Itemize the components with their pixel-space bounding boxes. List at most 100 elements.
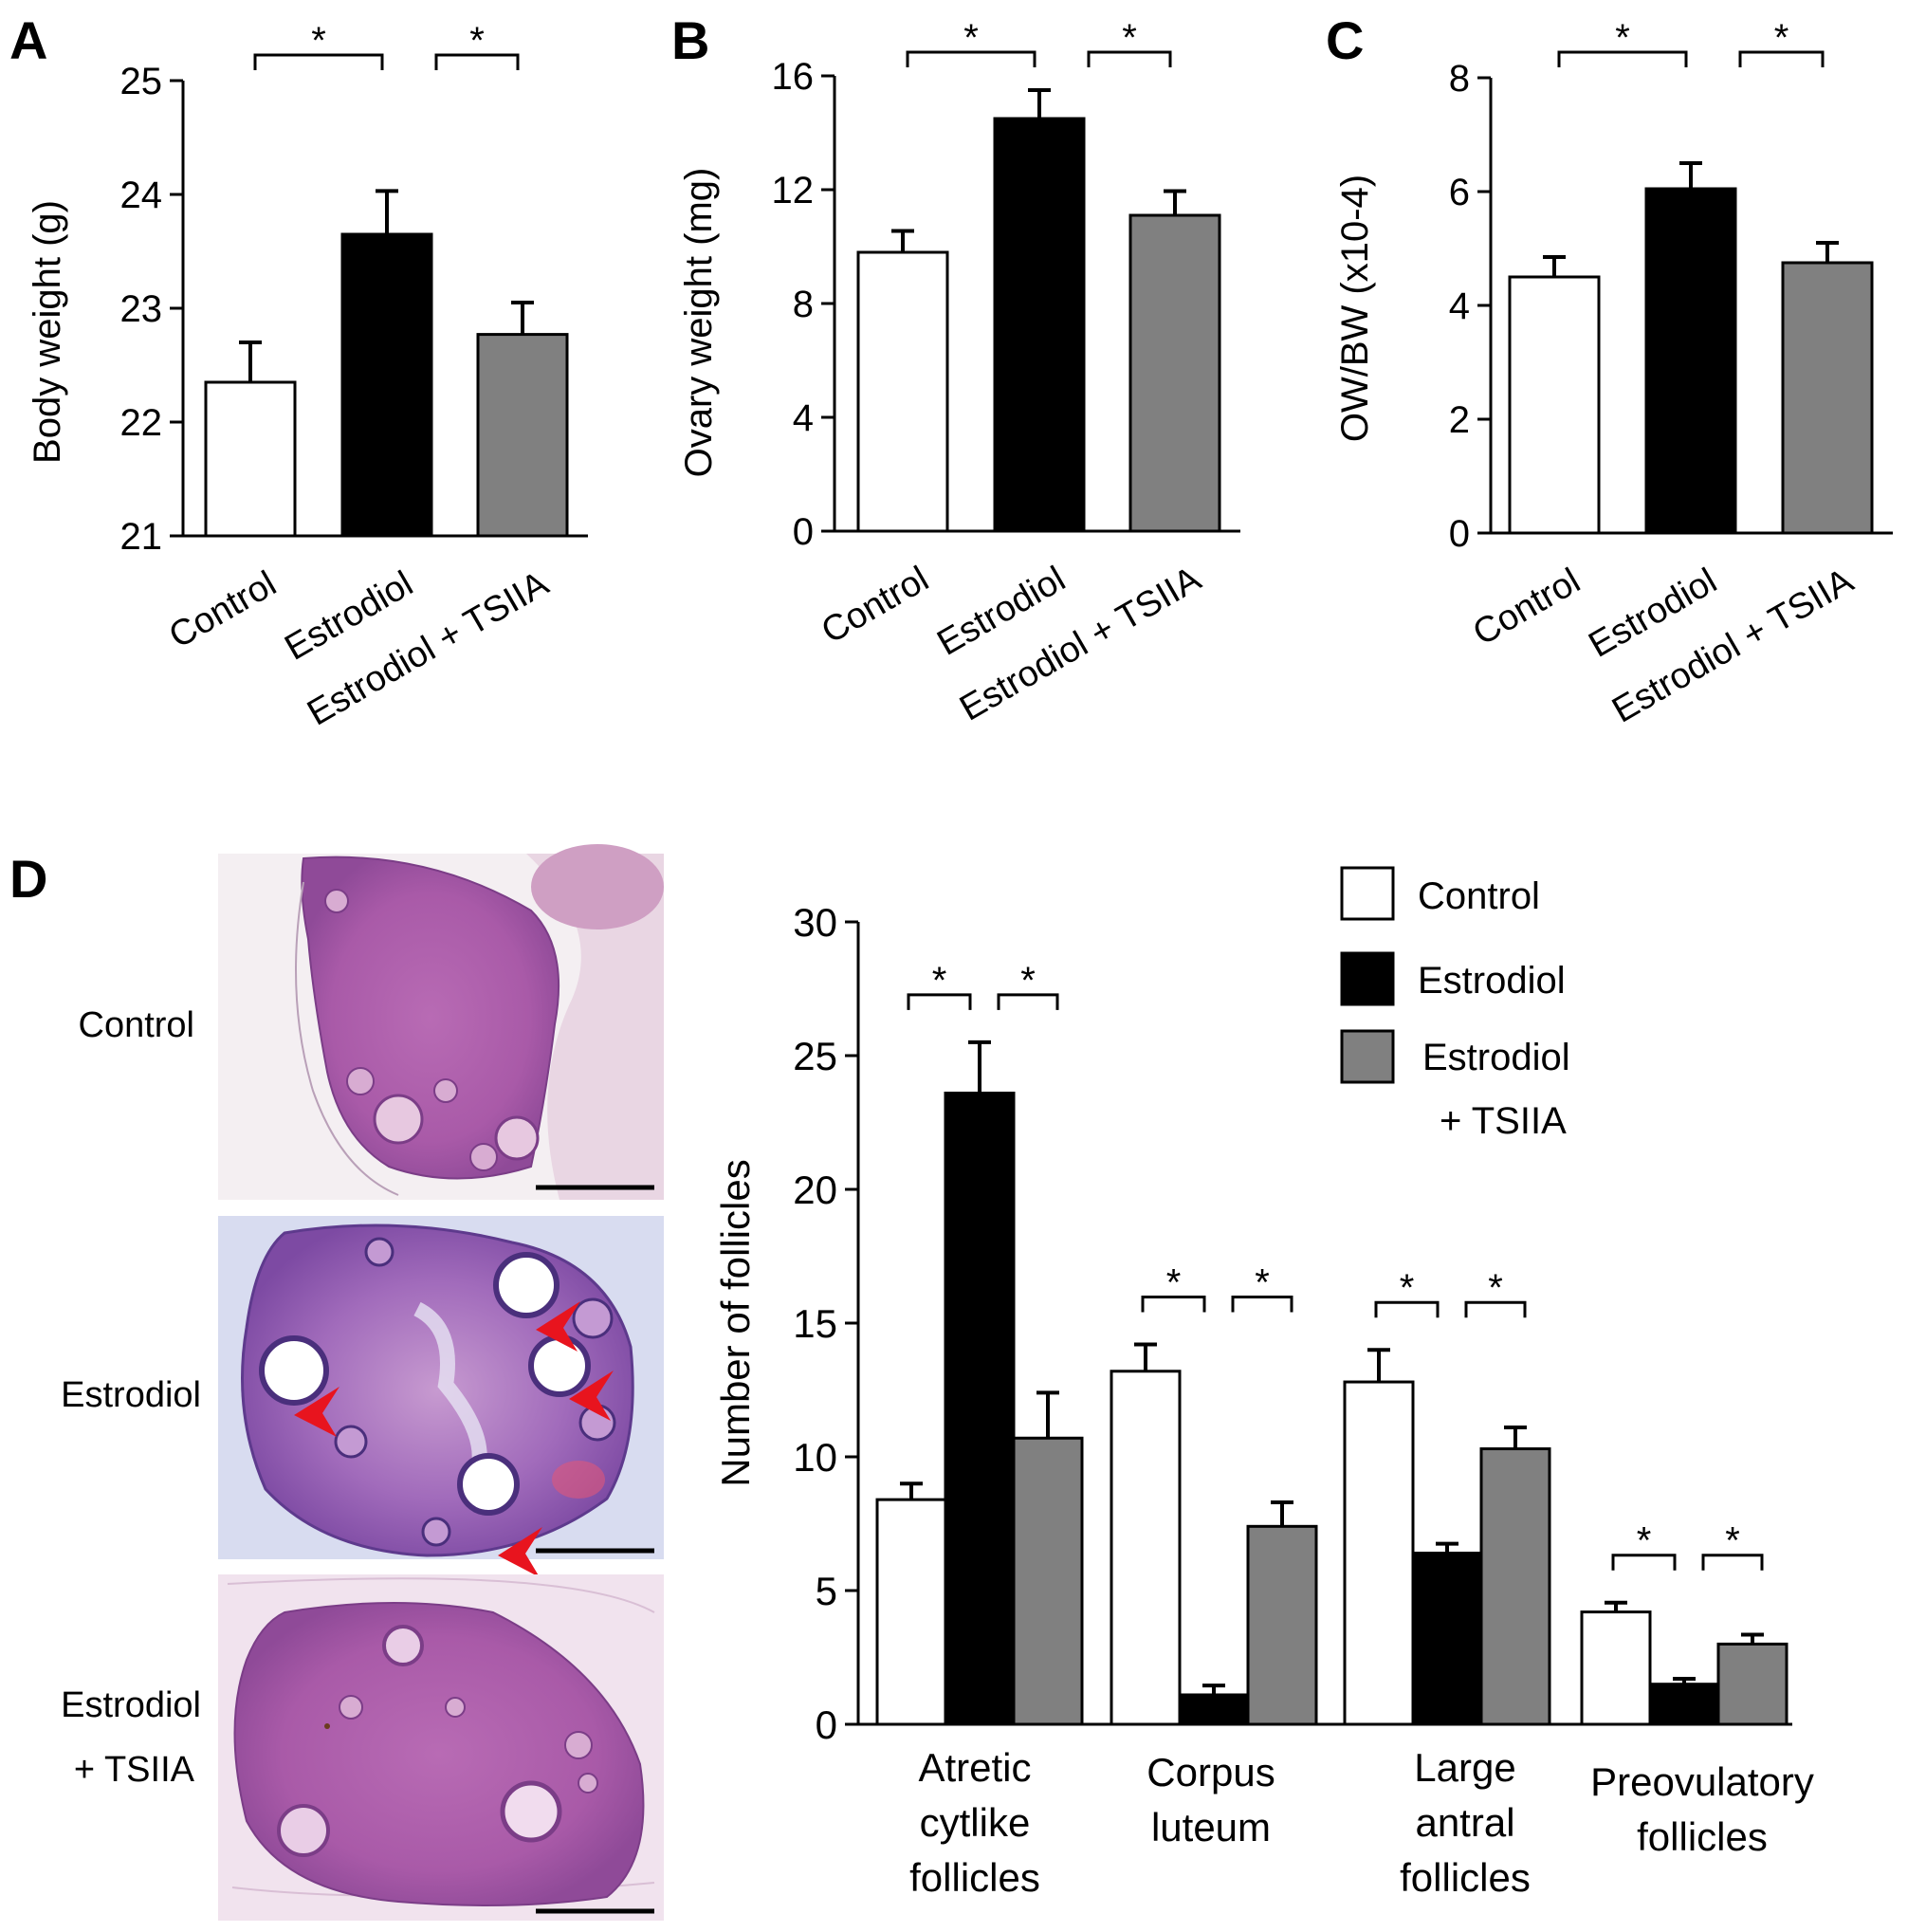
x-tick-label: follicles (1400, 1855, 1531, 1900)
y-tick-label: 21 (120, 516, 163, 558)
sig-2-asterisk: * (1774, 17, 1789, 59)
y-tick-label: 12 (772, 170, 815, 212)
legend-label-estrodiol: Estrodiol (1418, 960, 1566, 1002)
sig-g3-1-bracket (1611, 1554, 1677, 1571)
sig-1-asterisk: * (311, 20, 326, 62)
sig-g3-2-bracket (1701, 1554, 1764, 1571)
sig-g1-1-bracket (1141, 1296, 1206, 1313)
sig-2-asterisk: * (469, 20, 485, 62)
micrograph-control (218, 844, 664, 1200)
sig-g2-2-asterisk: * (1488, 1267, 1503, 1309)
sig-1-bracket (906, 50, 1036, 67)
chart-d-follicle-counts: 0 5 10 15 20 25 30 Number of follicles * * Atretic… (713, 900, 1814, 1900)
bar-0 (204, 380, 297, 538)
panel-label-b: B (671, 10, 709, 70)
sig-1-bracket (253, 53, 384, 70)
sig-g1-2-asterisk: * (1255, 1262, 1270, 1304)
legend-label-estrodiol-tsiia-2: + TSIIA (1440, 1100, 1567, 1142)
legend: Control Estrodiol Estrodiol + TSIIA (1340, 866, 1570, 1142)
arrow-2-icon (536, 1301, 580, 1352)
micrograph-label-estrodiol: Estrodiol (61, 1375, 201, 1415)
sig-g1-2-bracket (1231, 1296, 1293, 1313)
y-tick-label: 23 (120, 288, 163, 330)
sig-g0-1-bracket (907, 993, 972, 1010)
x-tick-label: luteum (1151, 1805, 1271, 1849)
sig-2-asterisk: * (1122, 17, 1137, 59)
sig-1-asterisk: * (963, 17, 979, 59)
legend-swatch-estrodiol (1340, 951, 1395, 1006)
bar-group1-s0 (1110, 1370, 1182, 1726)
y-tick-label: 4 (793, 397, 814, 439)
y-tick-label: 8 (793, 284, 814, 325)
legend-label-estrodiol-tsiia-1: Estrodiol (1422, 1037, 1570, 1078)
y-tick-label: 16 (772, 56, 815, 98)
x-tick-label: follicles (909, 1855, 1040, 1900)
bar-1 (340, 232, 433, 538)
chart-b-ovary-weight: 0 4 8 12 16 Ovary weight (mg) ControlEstrodiol… (678, 17, 1240, 729)
x-tick-label: Preovulatory (1590, 1759, 1814, 1804)
x-tick-label: antral (1415, 1800, 1514, 1845)
sig-2-bracket (1738, 50, 1825, 67)
x-tick-label: Large (1414, 1745, 1515, 1790)
sig-g1-1-asterisk: * (1166, 1262, 1182, 1304)
sig-g0-1-asterisk: * (932, 960, 947, 1002)
bar-group0-s2 (1012, 1436, 1084, 1726)
bar-0 (1508, 275, 1601, 535)
sig-g3-1-asterisk: * (1637, 1520, 1652, 1562)
x-tick-label: Estrodiol + TSIIA (301, 563, 556, 733)
micrograph-estrodiol (218, 1216, 664, 1577)
sig-g3-2-asterisk: * (1725, 1520, 1740, 1562)
bar-1 (1644, 187, 1737, 535)
y-tick-label: 22 (120, 402, 163, 444)
sig-g0-2-asterisk: * (1020, 960, 1036, 1002)
bar-group1-s1 (1178, 1693, 1250, 1726)
y-tick-label: 0 (816, 1702, 837, 1747)
bar-group2-s1 (1411, 1552, 1483, 1726)
y-tick-label: 5 (816, 1569, 837, 1613)
x-tick-label: follicles (1637, 1814, 1768, 1859)
micrograph-estrodiol-tsiia (218, 1574, 664, 1921)
bar-group2-s2 (1479, 1447, 1551, 1726)
y-tick-label: 30 (793, 900, 837, 945)
bar-2 (1128, 213, 1221, 533)
arrow-1-icon (294, 1387, 339, 1437)
x-tick-label: Corpus (1146, 1750, 1275, 1794)
x-tick-label: Estrodiol + TSIIA (1605, 561, 1861, 730)
y-tick-label: 24 (120, 175, 163, 216)
sig-g2-2-bracket (1464, 1300, 1527, 1318)
x-tick-label: cytlike (920, 1800, 1031, 1845)
sig-g2-1-asterisk: * (1400, 1267, 1415, 1309)
y-axis-label: Number of follicles (713, 1159, 758, 1486)
x-tick-label: Estrodiol + TSIIA (953, 559, 1208, 728)
panel-label-d: D (9, 849, 47, 909)
chart-a-body-weight: 21 22 23 24 25 Body weight (g) ControlEstrodio… (27, 20, 588, 734)
y-axis-label: Body weight (g) (27, 200, 68, 464)
legend-label-control: Control (1418, 875, 1540, 917)
bar-2 (476, 333, 569, 538)
y-tick-label: 25 (120, 61, 163, 102)
x-tick-label: Control (1466, 561, 1587, 653)
legend-swatch-control (1340, 866, 1395, 921)
legend-swatch-estrodiol-tsiia (1340, 1029, 1395, 1084)
sig-1-bracket (1557, 50, 1688, 67)
y-axis-label: OW/BW (x10-4) (1334, 175, 1376, 442)
y-tick-label: 20 (793, 1168, 837, 1212)
bar-1 (993, 117, 1086, 533)
y-tick-label: 6 (1449, 172, 1470, 213)
bar-2 (1781, 261, 1874, 535)
bar-group0-s1 (944, 1091, 1016, 1726)
bar-group2-s0 (1343, 1380, 1415, 1726)
y-tick-label: 15 (793, 1301, 837, 1346)
arrow-4-icon (498, 1527, 542, 1577)
bar-group0-s0 (875, 1498, 947, 1726)
y-tick-label: 4 (1449, 285, 1470, 327)
arrow-3-icon (569, 1371, 614, 1421)
panel-label-c: C (1326, 10, 1364, 70)
sig-g0-2-bracket (997, 993, 1059, 1010)
bar-0 (856, 250, 949, 533)
y-axis-label: Ovary weight (mg) (678, 168, 720, 478)
micrograph-label-control: Control (79, 1005, 195, 1045)
bar-group3-s2 (1716, 1642, 1788, 1726)
sig-1-asterisk: * (1615, 17, 1630, 59)
